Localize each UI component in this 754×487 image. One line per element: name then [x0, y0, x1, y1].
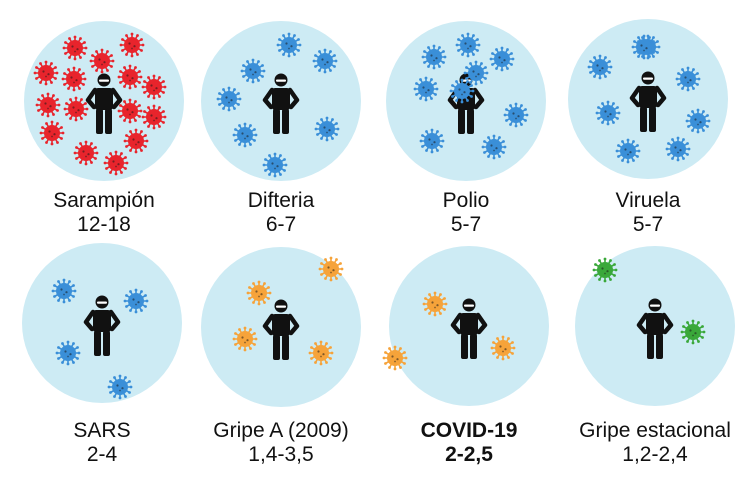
person-icon	[450, 298, 488, 359]
disease-label: Difteria 6-7	[191, 189, 371, 237]
r0-value: 5-7	[450, 213, 482, 236]
disease-label: Sarampión 12-18	[14, 189, 194, 237]
disease-panel-5	[22, 243, 182, 403]
disease-panel-6	[201, 247, 361, 407]
virus-icon	[675, 66, 701, 92]
disease-label: Gripe A (2009) 1,4-3,5	[191, 419, 371, 467]
virus-icon	[141, 74, 167, 100]
disease-panel-8	[575, 246, 735, 406]
virus-icon	[119, 32, 145, 58]
virus-icon	[33, 60, 59, 86]
virus-icon	[117, 98, 143, 124]
virus-icon	[449, 78, 475, 104]
virus-icon	[680, 319, 706, 345]
virus-icon	[103, 150, 129, 176]
virus-icon	[318, 256, 344, 282]
virus-icon	[39, 120, 65, 146]
virus-icon	[73, 140, 99, 166]
person-icon	[83, 295, 121, 356]
virus-icon	[55, 340, 81, 366]
virus-icon	[421, 44, 447, 70]
virus-icon	[631, 34, 657, 60]
r0-value: 1,4-3,5	[248, 443, 314, 466]
disease-name: SARS	[73, 419, 131, 442]
disease-label: Gripe estacional 1,2-2,4	[565, 419, 745, 467]
virus-icon	[419, 128, 445, 154]
disease-panel-1	[24, 21, 184, 181]
virus-icon	[490, 335, 516, 361]
virus-icon	[117, 64, 143, 90]
virus-icon	[595, 100, 621, 126]
virus-icon	[262, 152, 288, 178]
r0-value: 12-18	[77, 213, 131, 236]
virus-icon	[665, 136, 691, 162]
virus-icon	[276, 32, 302, 58]
virus-icon	[35, 92, 61, 118]
disease-panel-4	[568, 19, 728, 179]
virus-icon	[89, 48, 115, 74]
virus-icon	[141, 104, 167, 130]
virus-icon	[308, 340, 334, 366]
disease-label: SARS 2-4	[12, 419, 192, 467]
virus-icon	[455, 32, 481, 58]
person-icon	[636, 298, 674, 359]
virus-icon	[382, 345, 408, 371]
virus-icon	[51, 278, 77, 304]
virus-icon	[216, 86, 242, 112]
virus-icon	[615, 138, 641, 164]
r0-value: 2-2,5	[445, 443, 493, 466]
virus-icon	[481, 134, 507, 160]
virus-icon	[240, 58, 266, 84]
disease-name: Sarampión	[53, 189, 155, 212]
virus-icon	[314, 116, 340, 142]
person-icon	[629, 71, 667, 132]
disease-label: Viruela 5-7	[558, 189, 738, 237]
virus-icon	[246, 280, 272, 306]
r0-value: 2-4	[86, 443, 118, 466]
disease-name: Gripe estacional	[579, 419, 731, 442]
virus-icon	[685, 108, 711, 134]
disease-name: Viruela	[615, 189, 681, 212]
r0-value: 5-7	[632, 213, 664, 236]
virus-icon	[61, 66, 87, 92]
virus-icon	[587, 54, 613, 80]
virus-icon	[592, 257, 618, 283]
virus-icon	[232, 122, 258, 148]
virus-icon	[503, 102, 529, 128]
virus-icon	[62, 35, 88, 61]
disease-name: Difteria	[247, 189, 315, 212]
disease-name: Polio	[442, 189, 490, 212]
disease-label: Polio 5-7	[376, 189, 556, 237]
person-icon	[262, 73, 300, 134]
virus-icon	[63, 96, 89, 122]
virus-icon	[413, 76, 439, 102]
disease-name: Gripe A (2009)	[213, 419, 349, 442]
person-icon	[85, 73, 123, 134]
disease-panel-3	[386, 21, 546, 181]
person-icon	[262, 299, 300, 360]
virus-icon	[489, 46, 515, 72]
virus-icon	[232, 326, 258, 352]
virus-icon	[123, 128, 149, 154]
virus-icon	[463, 60, 489, 86]
disease-name: COVID-19	[420, 419, 518, 442]
virus-icon	[123, 288, 149, 314]
disease-panel-7	[382, 246, 549, 406]
virus-icon	[422, 291, 448, 317]
disease-panel-2	[201, 21, 361, 181]
disease-label: COVID-19 2-2,5	[379, 419, 559, 467]
r0-value: 6-7	[265, 213, 297, 236]
virus-icon	[107, 374, 133, 400]
r0-value: 1,2-2,4	[622, 443, 688, 466]
virus-icon	[312, 48, 338, 74]
